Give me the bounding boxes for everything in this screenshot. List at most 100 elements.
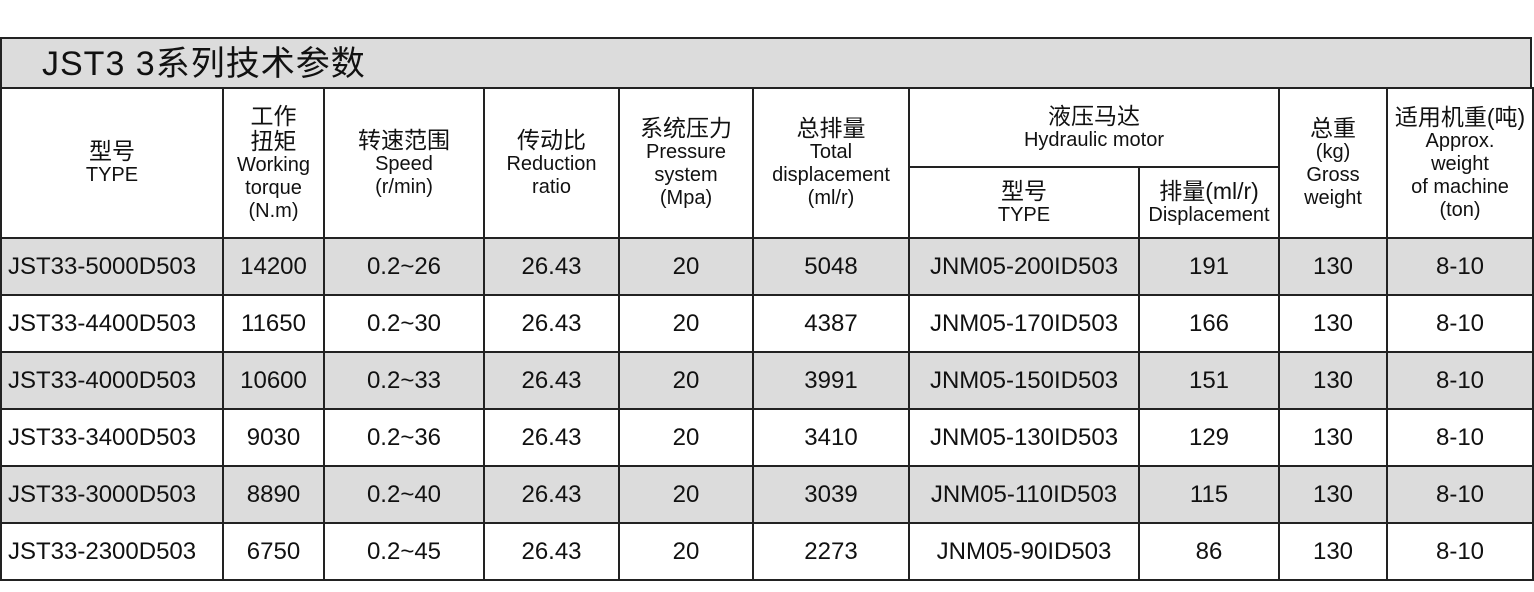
data-cell: 130 <box>1278 351 1389 410</box>
data-cell: 130 <box>1278 465 1389 524</box>
header-line: Reduction <box>506 152 597 175</box>
header-line: 液压马达 <box>1048 102 1140 129</box>
header-line: Pressure <box>645 141 727 163</box>
header-line: Displacement <box>1148 203 1270 226</box>
data-cell: 20 <box>618 237 754 296</box>
header-row: 型号 TYPE 排量(ml/r) Displacement <box>1 166 1533 239</box>
header-line: Hydraulic motor <box>1023 128 1165 151</box>
data-cell: 8-10 <box>1386 408 1534 467</box>
data-cell: JNM05-110ID503 <box>908 465 1140 524</box>
header-line: torque <box>245 176 302 199</box>
header-line: Working <box>237 153 310 176</box>
data-cell: 129 <box>1137 408 1281 467</box>
spec-table: 型号 TYPE 工作 扭矩 Working torque (N.m) 转速范围 Speed (r/… <box>0 87 1534 581</box>
data-cell: 8-10 <box>1386 351 1534 410</box>
data-cell: 0.2~26 <box>323 237 485 296</box>
data-cell: JNM05-130ID503 <box>908 408 1140 467</box>
header-line: (Mpa) <box>659 187 713 209</box>
data-cell: 2273 <box>752 522 910 581</box>
header-line: ratio <box>532 175 571 198</box>
data-cell: 0.2~45 <box>323 522 485 581</box>
header-cell: 总重 (kg) Gross weight <box>1278 87 1389 239</box>
data-cell: JNM05-200ID503 <box>908 237 1140 296</box>
data-cell: JST33-4400D503 <box>0 294 224 353</box>
header-line: 传动比 <box>517 126 586 153</box>
header-line: of machine <box>1411 175 1509 198</box>
data-cell: 0.2~36 <box>323 408 485 467</box>
header-line: 转速范围 <box>358 126 450 153</box>
header-line: 型号 <box>89 138 135 164</box>
header-line: (ml/r) <box>807 187 855 209</box>
spec-sheet: JST3 3系列技术参数 型号 TYPE 工作 扭矩 Working torque (N.m… <box>0 37 1534 581</box>
data-cell: JNM05-150ID503 <box>908 351 1140 410</box>
data-cell: 130 <box>1278 237 1389 296</box>
header-cell: 型号 TYPE <box>908 166 1140 239</box>
data-cell: 130 <box>1278 408 1389 467</box>
header-line: displacement <box>772 164 890 186</box>
header-cell: 排量(ml/r) Displacement <box>1137 166 1281 239</box>
header-cell: 型号 TYPE <box>0 87 224 239</box>
data-cell: 20 <box>618 294 754 353</box>
header-cell: 系统压力 Pressure system (Mpa) <box>618 87 754 239</box>
header-line: 型号 <box>1001 177 1047 204</box>
data-cell: 26.43 <box>483 294 620 353</box>
data-cell: 5048 <box>752 237 910 296</box>
data-cell: 3991 <box>752 351 910 410</box>
data-cell: 10600 <box>222 351 325 410</box>
data-cell: 8-10 <box>1386 522 1534 581</box>
data-cell: 9030 <box>222 408 325 467</box>
header-line: 总重 <box>1310 115 1357 141</box>
data-row: JST33-2300D503 6750 0.2~45 26.43 20 2273 JNM05… <box>0 522 1534 581</box>
data-row: JST33-4400D503 11650 0.2~30 26.43 20 4387 JNM0… <box>0 294 1534 353</box>
header-line: 扭矩 <box>250 127 297 154</box>
data-cell: JST33-5000D503 <box>0 237 224 296</box>
data-cell: 130 <box>1278 294 1389 353</box>
data-cell: 8-10 <box>1386 237 1534 296</box>
header-line: TYPE <box>85 164 139 186</box>
header-cell: 工作 扭矩 Working torque (N.m) <box>222 87 325 239</box>
data-cell: 0.2~33 <box>323 351 485 410</box>
data-cell: 26.43 <box>483 408 620 467</box>
data-cell: JNM05-170ID503 <box>908 294 1140 353</box>
data-cell: 14200 <box>222 237 325 296</box>
header-line: weight <box>1431 152 1489 175</box>
header-line: system <box>654 164 718 186</box>
data-cell: 3039 <box>752 465 910 524</box>
data-cell: 191 <box>1137 237 1281 296</box>
data-cell: 20 <box>618 465 754 524</box>
data-cell: 115 <box>1137 465 1281 524</box>
header-line: (N.m) <box>248 199 299 222</box>
data-cell: 0.2~30 <box>323 294 485 353</box>
header-line: 工作 <box>250 102 297 129</box>
header-line: 系统压力 <box>640 115 732 141</box>
header-row: 型号 TYPE 工作 扭矩 Working torque (N.m) 转速范围 Speed (r/… <box>0 87 1534 239</box>
header-line: Gross <box>1306 164 1360 186</box>
data-cell: 11650 <box>222 294 325 353</box>
data-cell: 26.43 <box>483 237 620 296</box>
data-cell: 86 <box>1137 522 1281 581</box>
data-cell: 8-10 <box>1386 465 1534 524</box>
header-line: Approx. <box>1425 129 1495 152</box>
header-line: (ton) <box>1439 198 1481 221</box>
data-row: JST33-5000D503 14200 0.2~26 26.43 20 5048 JNM0… <box>0 237 1534 296</box>
data-row: JST33-3400D503 9030 0.2~36 26.43 20 3410 JNM05… <box>0 408 1534 467</box>
header-cell: 总排量 Total displacement (ml/r) <box>752 87 910 239</box>
data-cell: 166 <box>1137 294 1281 353</box>
header-line: 排量(ml/r) <box>1159 177 1259 204</box>
data-cell: 0.2~40 <box>323 465 485 524</box>
data-cell: 20 <box>618 351 754 410</box>
data-cell: JNM05-90ID503 <box>908 522 1140 581</box>
header-line: 总排量 <box>796 115 866 141</box>
data-cell: 8890 <box>222 465 325 524</box>
table-title: JST3 3系列技术参数 <box>0 37 1532 87</box>
data-cell: JST33-4000D503 <box>0 351 224 410</box>
data-cell: 26.43 <box>483 465 620 524</box>
data-cell: 4387 <box>752 294 910 353</box>
header-line: Total <box>809 141 853 163</box>
header-line: Speed <box>375 152 433 175</box>
data-cell: JST33-3000D503 <box>0 465 224 524</box>
data-cell: 8-10 <box>1386 294 1534 353</box>
data-cell: 20 <box>618 408 754 467</box>
data-row: JST33-3000D503 8890 0.2~40 26.43 20 3039 JNM05… <box>0 465 1534 524</box>
